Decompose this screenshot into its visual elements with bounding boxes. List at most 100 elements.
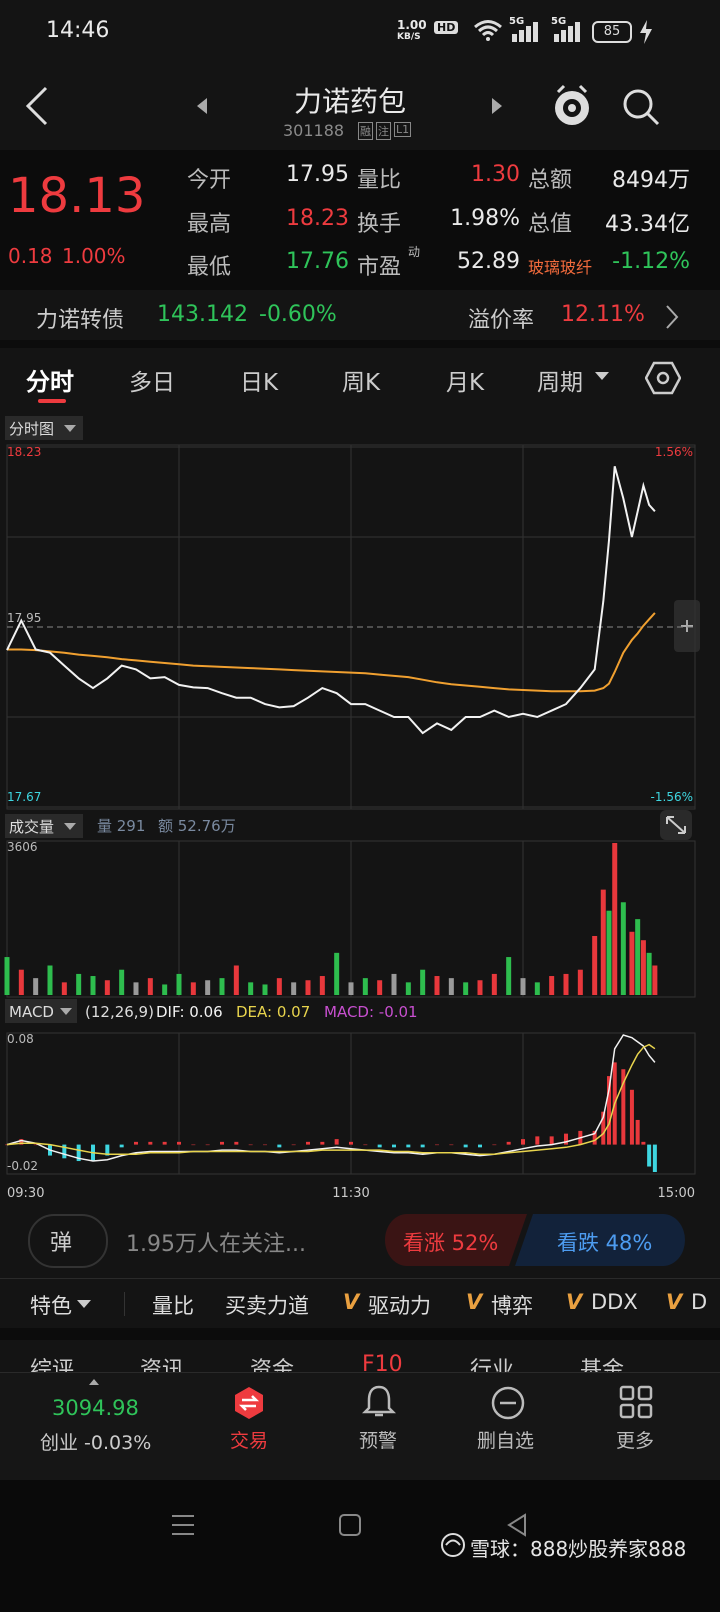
volume-bar	[646, 952, 652, 995]
bond-name[interactable]: 力诺转债	[36, 308, 125, 333]
field-label: 最低	[187, 255, 232, 280]
tag: 融	[358, 122, 373, 140]
vote-bar	[385, 1214, 685, 1266]
divider	[124, 1292, 125, 1316]
next-stock[interactable]	[490, 96, 504, 116]
home-button[interactable]	[337, 1512, 363, 1538]
trade-icon[interactable]	[232, 1386, 266, 1420]
macd-bar	[564, 1133, 568, 1145]
bull-button[interactable]	[385, 1214, 527, 1266]
bull-label[interactable]: 看涨 52%	[403, 1231, 499, 1255]
field-value: 43.34亿	[605, 212, 690, 237]
feature-menu[interactable]: 特色	[30, 1294, 72, 1318]
macd-bar	[535, 1136, 540, 1145]
status-time: 14:46	[46, 18, 110, 43]
nav-item[interactable]: 预警	[359, 1430, 398, 1452]
volume-bar	[600, 889, 606, 995]
dropdown-arrow	[595, 372, 609, 380]
volume-bar	[405, 982, 411, 995]
volume-bar	[147, 978, 153, 995]
remove-watch-icon[interactable]	[490, 1385, 526, 1421]
macd-bar	[641, 1141, 646, 1145]
macd-label: MACD	[9, 1003, 54, 1021]
y-tick-label: 17.95	[7, 611, 41, 625]
search-button[interactable]	[620, 86, 662, 128]
more-icon[interactable]	[619, 1385, 653, 1419]
index-name[interactable]: 创业 -0.03%	[40, 1432, 152, 1454]
settings-button[interactable]	[645, 361, 681, 395]
nav-item[interactable]: 删自选	[477, 1430, 535, 1452]
macd-bar	[19, 1139, 24, 1145]
volume-bar	[477, 980, 483, 995]
macd-bar	[592, 1130, 597, 1145]
tab[interactable]: 月K	[446, 370, 485, 396]
volume-bar	[549, 976, 555, 995]
mascot-icon[interactable]	[550, 82, 594, 130]
volume-summary: 量 291	[97, 817, 145, 835]
expand-arrow[interactable]	[88, 1378, 100, 1386]
dropdown-arrow	[64, 823, 76, 830]
feature-item[interactable]: DDX	[591, 1290, 638, 1314]
tag: L1	[394, 122, 412, 137]
volume-bar	[176, 973, 182, 995]
alert-icon[interactable]	[362, 1384, 396, 1420]
prev-stock[interactable]	[195, 96, 209, 116]
bear-button[interactable]	[515, 1214, 685, 1266]
volume-bar	[391, 973, 397, 995]
field-value: 17.76	[286, 249, 349, 274]
industry-label[interactable]: 玻璃玻纤	[528, 258, 593, 277]
watermark-logo	[441, 1533, 465, 1557]
signal-label: 5G	[509, 16, 525, 27]
tab[interactable]: 多日	[129, 370, 175, 396]
y2-tick-label: -1.56%	[651, 790, 693, 804]
volume-bar	[262, 984, 268, 995]
bear-label[interactable]: 看跌 48%	[557, 1231, 653, 1255]
tab[interactable]: 日K	[240, 370, 279, 396]
volume-bar	[291, 982, 297, 995]
battery: 85	[592, 21, 632, 43]
danmaku-button[interactable]	[28, 1214, 108, 1268]
nav-item[interactable]: 更多	[616, 1430, 655, 1452]
stock-name: 力诺药包	[293, 85, 406, 118]
chevron[interactable]	[664, 304, 680, 330]
field-label-sup: 动	[408, 245, 421, 259]
price-line	[7, 612, 656, 693]
feature-item[interactable]: 驱动力	[368, 1294, 431, 1318]
tab[interactable]: 周K	[342, 370, 381, 396]
volume-bar	[652, 965, 658, 995]
x-tick-label: 11:30	[332, 1186, 369, 1201]
macd-bar	[406, 1144, 411, 1148]
back-nav-button[interactable]	[505, 1512, 529, 1538]
danmaku-label: 弹	[50, 1231, 73, 1256]
bond-price: 143.142	[157, 302, 248, 327]
macd-bar	[549, 1136, 554, 1145]
tab[interactable]: 分时	[26, 368, 74, 396]
feature-item[interactable]: D	[691, 1290, 708, 1314]
vip-icon: V	[666, 1290, 683, 1314]
volume-bar	[629, 931, 635, 995]
macd-bar	[263, 1144, 267, 1146]
feature-item[interactable]: 买卖力道	[225, 1294, 309, 1318]
back-button[interactable]	[24, 86, 52, 126]
feature-item[interactable]: 量比	[152, 1294, 194, 1318]
feature-item[interactable]: 博弈	[491, 1294, 533, 1318]
signal-icon	[554, 22, 580, 42]
volume-bar	[248, 982, 254, 995]
nav-item[interactable]: 交易	[230, 1430, 269, 1452]
volume-bar	[348, 982, 354, 995]
macd-bar	[191, 1144, 196, 1146]
volume-bar	[534, 982, 540, 995]
macd-bar	[435, 1144, 439, 1146]
macd-bar	[521, 1139, 525, 1145]
field-value: 8494万	[612, 168, 690, 193]
macd-bar	[601, 1111, 606, 1145]
menu-button[interactable]	[170, 1512, 196, 1538]
index-value[interactable]: 3094.98	[52, 1396, 139, 1420]
field-value: 17.95	[286, 162, 349, 187]
tab[interactable]: 周期	[537, 370, 583, 396]
volume-bar	[491, 973, 497, 995]
volume-bar	[520, 978, 526, 995]
volume-bar	[334, 952, 340, 995]
volume-bar	[377, 980, 383, 995]
bond-change: -0.60%	[259, 302, 337, 327]
